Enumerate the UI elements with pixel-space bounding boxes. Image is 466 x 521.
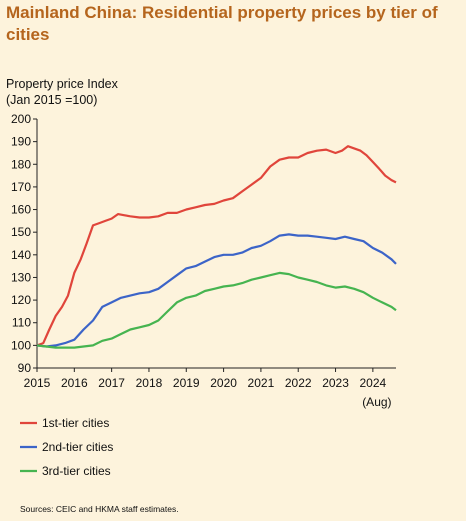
x-end-note: (Aug) xyxy=(362,395,391,409)
y-tick-label: 170 xyxy=(11,180,31,194)
x-tick-label: 2021 xyxy=(248,376,275,390)
x-tick-label: 2020 xyxy=(210,376,237,390)
y-axis-sublabel: (Jan 2015 =100) xyxy=(6,93,97,107)
y-tick-label: 110 xyxy=(12,316,31,330)
x-tick-label: 2024 xyxy=(360,376,387,390)
source-note: Sources: CEIC and HKMA staff estimates. xyxy=(20,504,179,514)
series-line-3 xyxy=(36,271,397,349)
series-line-1 xyxy=(36,145,397,347)
y-tick-label: 180 xyxy=(11,157,31,171)
y-tick-label: 100 xyxy=(11,338,31,352)
y-tick-label: 200 xyxy=(11,112,31,126)
x-tick-label: 2023 xyxy=(322,376,349,390)
x-tick-label: 2015 xyxy=(24,376,51,390)
legend-label-3: 3rd-tier cities xyxy=(42,464,111,478)
x-tick-label: 2022 xyxy=(285,376,312,390)
y-tick-label: 190 xyxy=(11,135,31,149)
chart-title: Mainland China: Residential property pri… xyxy=(6,3,438,44)
y-tick-label: 150 xyxy=(11,225,31,239)
x-tick-label: 2018 xyxy=(136,376,163,390)
y-tick-label: 140 xyxy=(11,248,31,262)
series-layer xyxy=(36,145,397,349)
x-tick-label: 2016 xyxy=(61,376,88,390)
x-tick-label: 2019 xyxy=(173,376,200,390)
y-tick-label: 90 xyxy=(18,361,32,375)
y-tick-label: 160 xyxy=(11,203,31,217)
y-axis: 90 100 110 120 130 140 150 160 170 180 190 200 xyxy=(11,112,38,375)
y-tick-label: 130 xyxy=(11,270,31,284)
legend-label-2: 2nd-tier cities xyxy=(42,440,113,454)
legend-label-1: 1st-tier cities xyxy=(42,416,109,430)
x-tick-label: 2017 xyxy=(98,376,125,390)
y-axis-label: Property price Index xyxy=(6,77,119,91)
x-axis: 2015 2016 2017 2018 2019 2020 2021 2022 2023 2024… xyxy=(24,367,396,409)
y-tick-label: 120 xyxy=(11,293,31,307)
series-line-2 xyxy=(36,233,397,348)
legend: 1st-tier cities 2nd-tier cities 3rd-tier c… xyxy=(20,416,113,478)
